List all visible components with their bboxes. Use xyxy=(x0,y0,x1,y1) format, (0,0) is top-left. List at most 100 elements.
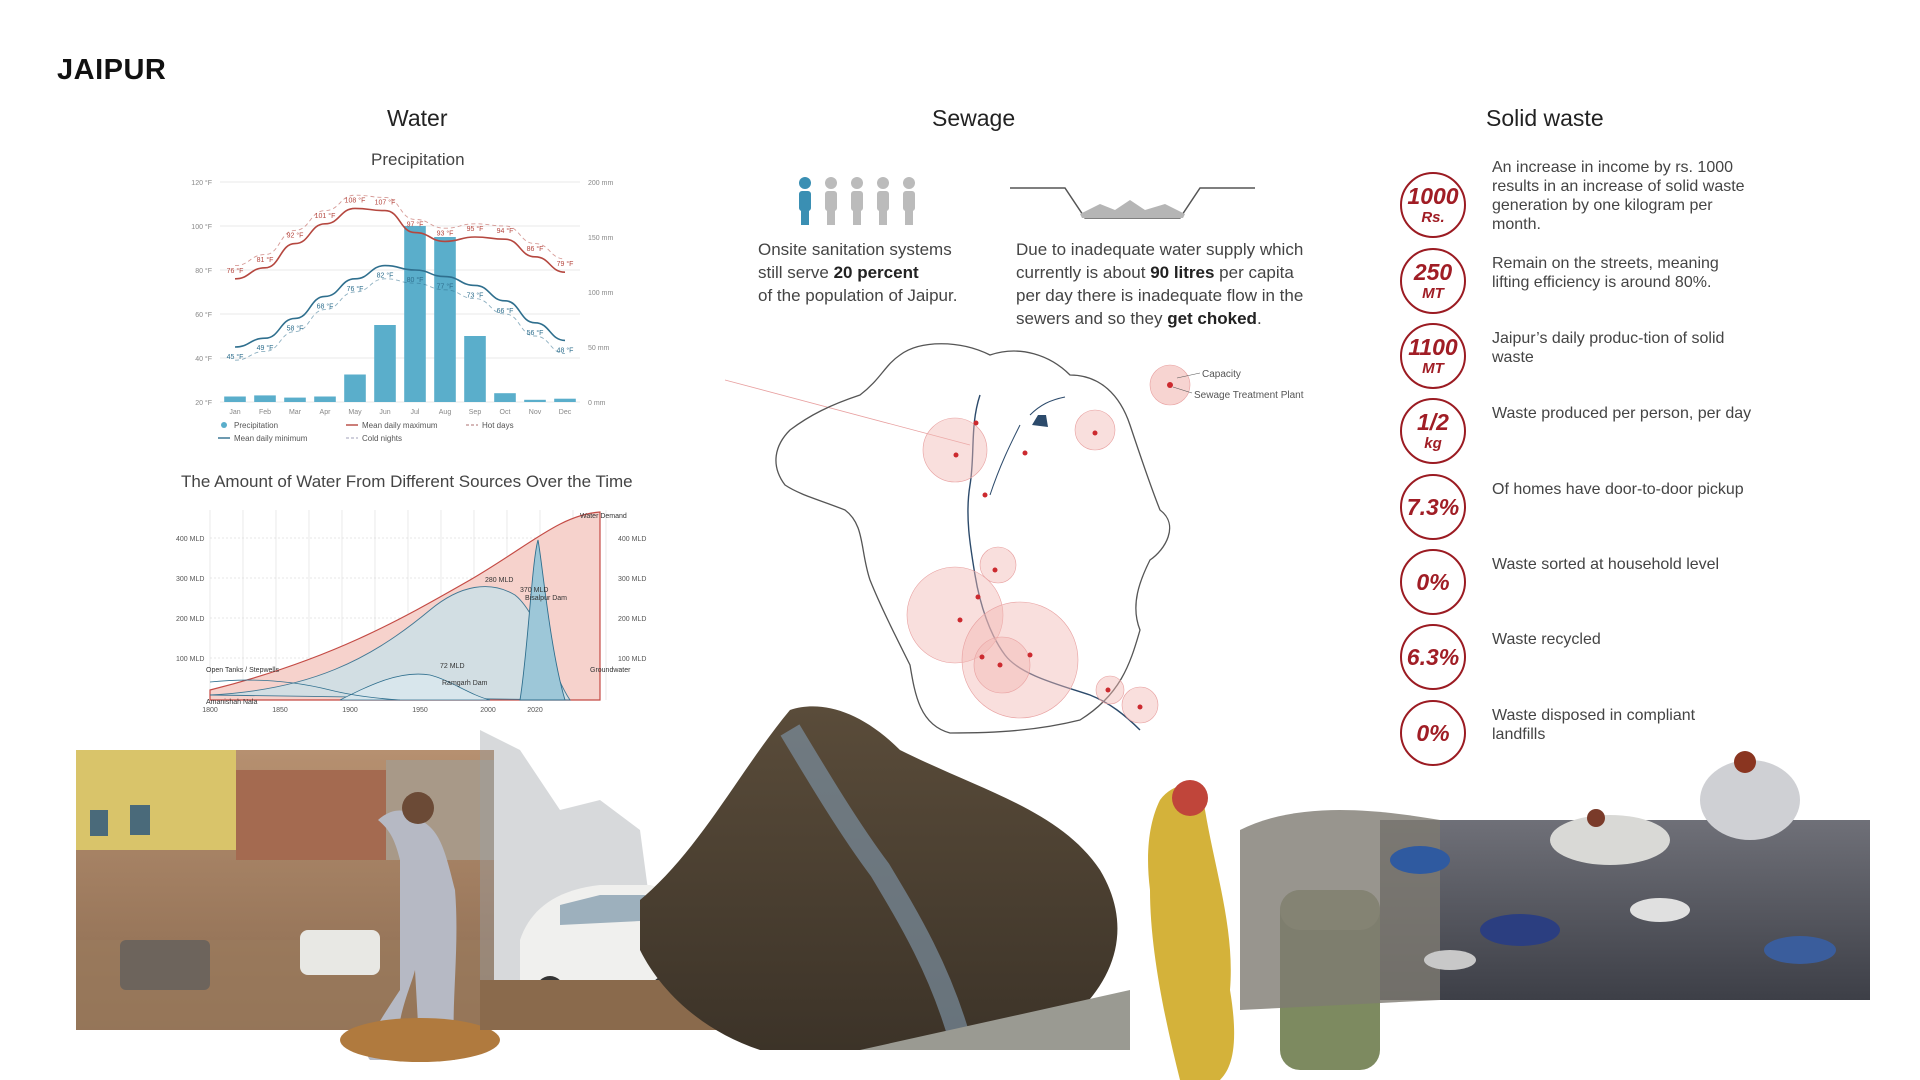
month-tick-label: Jan xyxy=(229,409,240,416)
solid-waste-stat: 250 MT Remain on the streets, meaning lift… xyxy=(1400,248,1920,318)
series-annotation: Water Demand xyxy=(580,513,627,520)
solid-waste-stat: 0% Waste sorted at household level xyxy=(1400,549,1920,619)
supply-line3: per day there is inadequate flow in the xyxy=(1016,286,1304,305)
temp-data-label: 76 °F xyxy=(227,267,244,275)
x-tick-label: 1950 xyxy=(412,707,428,714)
temp-data-label: 97 °F xyxy=(407,221,424,229)
stat-circle: 6.3% xyxy=(1400,624,1466,690)
series-annotation: Groundwater xyxy=(590,667,631,674)
right-tick-label: 50 mm xyxy=(588,345,610,352)
precip-bar xyxy=(404,226,426,402)
sources-ticks: 100 MLD 100 MLD 200 MLD 200 MLD 300 MLD 300 M… xyxy=(176,513,646,714)
supply-line1: Due to inadequate water supply which xyxy=(1016,240,1304,259)
map-leader-line xyxy=(724,379,971,446)
series-annotation: 72 MLD xyxy=(440,663,465,670)
temp-data-label: 48 °F xyxy=(557,346,574,354)
month-tick-label: Feb xyxy=(259,409,271,416)
person-icon-gray xyxy=(903,177,915,225)
stat-value: 7.3% xyxy=(1406,493,1460,520)
legend-stp-label: Sewage Treatment Plant xyxy=(1194,390,1304,401)
series-annotation: 370 MLD xyxy=(520,587,548,594)
stat-value: 250 xyxy=(1413,259,1453,285)
water-supply-text: Due to inadequate water supply which cur… xyxy=(1016,238,1303,330)
stat-value: 1000 xyxy=(1407,183,1459,209)
stat-value: 0% xyxy=(1416,719,1450,746)
person-icon-group xyxy=(799,177,915,225)
month-tick-label: Jun xyxy=(379,409,390,416)
solid-waste-stat: 0% Waste disposed in compliant landfills xyxy=(1400,700,1920,770)
temp-data-label: 94 °F xyxy=(497,227,514,235)
left-tick-label: 100 °F xyxy=(191,223,212,231)
series-line xyxy=(234,264,566,348)
water-sources-chart: 100 MLD 100 MLD 200 MLD 200 MLD 300 MLD 300 M… xyxy=(176,510,646,714)
precip-legend: Precipitation Mean daily maximum Hot days M… xyxy=(218,421,514,443)
stat-circle: 7.3% xyxy=(1400,474,1466,540)
temp-data-label: 73 °F xyxy=(467,291,484,299)
precip-lines: 76 °F 81 °F 92 °F 101 °F 108 °F 107 °F 97 °F 93… xyxy=(227,194,574,361)
month-tick-label: May xyxy=(348,409,362,416)
solid-waste-stat: 1/2 kg Waste produced per person, per day xyxy=(1400,398,1920,468)
month-tick-label: Jul xyxy=(411,409,420,416)
supply-litres: 90 litres xyxy=(1150,263,1215,282)
left-tick-label: 20 °F xyxy=(195,399,212,407)
legend-label: Cold nights xyxy=(362,434,402,443)
temp-data-label: 58 °F xyxy=(287,324,304,332)
left-tick-label: 80 °F xyxy=(195,267,212,275)
stat-description: Waste produced per person, per day xyxy=(1492,405,1752,422)
temp-data-label: 80 °F xyxy=(407,276,424,284)
left-tick-label: 60 °F xyxy=(195,311,212,319)
temp-data-label: 108 °F xyxy=(345,196,366,204)
temp-data-label: 49 °F xyxy=(257,344,274,352)
stat-circle: 0% xyxy=(1400,549,1466,615)
temp-data-label: 92 °F xyxy=(287,232,304,240)
stat-circle: 1/2 kg xyxy=(1400,398,1466,464)
month-tick-label: Dec xyxy=(559,409,572,416)
photo-open-drain xyxy=(640,706,1130,1050)
precip-bar xyxy=(524,399,546,402)
stat-unit: kg xyxy=(1424,435,1442,452)
stat-unit: MT xyxy=(1422,360,1444,377)
stat-description: Of homes have door-to-door pickup xyxy=(1492,481,1744,498)
onsite-sanitation-text: Onsite sanitation systems still serve 20… xyxy=(758,238,957,307)
temp-data-label: 86 °F xyxy=(527,245,544,253)
month-tick-label: Aug xyxy=(439,409,452,416)
stat-description: Waste sorted at household level xyxy=(1492,556,1720,573)
series-bisalpur-dam xyxy=(519,539,566,701)
y-tick-label-right: 400 MLD xyxy=(618,536,646,543)
series-open-tanks xyxy=(209,679,401,701)
y-tick-label: 100 MLD xyxy=(176,656,204,663)
x-tick-label: 1850 xyxy=(272,707,288,714)
series-annotation: 280 MLD xyxy=(485,577,513,584)
stat-description: Waste disposed in compliant landfills xyxy=(1492,707,1696,743)
supply-choked: get choked xyxy=(1167,309,1257,328)
temp-data-label: 76 °F xyxy=(347,285,364,293)
precip-bar xyxy=(464,336,486,402)
sources-chart-title: The Amount of Water From Different Sourc… xyxy=(181,472,633,491)
treatment-plants xyxy=(953,420,1143,710)
legend-label: Mean daily maximum xyxy=(362,421,438,430)
solid-waste-heading: Solid waste xyxy=(1486,105,1604,131)
legend-label: Hot days xyxy=(482,421,514,430)
precip-bar xyxy=(224,396,246,402)
precip-bar xyxy=(434,237,456,402)
sewer-network xyxy=(967,394,1141,731)
stat-unit: Rs. xyxy=(1421,209,1445,226)
x-tick-label: 2020 xyxy=(527,707,543,714)
supply-line2: currently is about 90 litres per capita xyxy=(1016,263,1294,282)
series-dashed-line xyxy=(234,194,566,267)
series-line xyxy=(234,207,566,280)
x-tick-label: 1800 xyxy=(202,707,218,714)
y-tick-label: 400 MLD xyxy=(176,536,204,543)
stat-value: 0% xyxy=(1416,568,1450,595)
sewage-heading: Sewage xyxy=(932,105,1016,131)
y-tick-label: 200 MLD xyxy=(176,616,204,623)
solid-waste-stat: 1000 Rs. An increase in income by rs. 1000… xyxy=(1400,159,1920,242)
series-dashed-line xyxy=(234,278,566,361)
temp-data-label: 56 °F xyxy=(527,329,544,337)
people-icons xyxy=(795,175,925,232)
month-tick-label: Oct xyxy=(500,409,511,416)
onsite-line2: still serve 20 percent xyxy=(758,263,919,282)
precip-bar xyxy=(344,374,366,402)
series-annotation: Amanishah Nala xyxy=(206,699,257,706)
right-tick-label: 0 mm xyxy=(588,400,606,407)
